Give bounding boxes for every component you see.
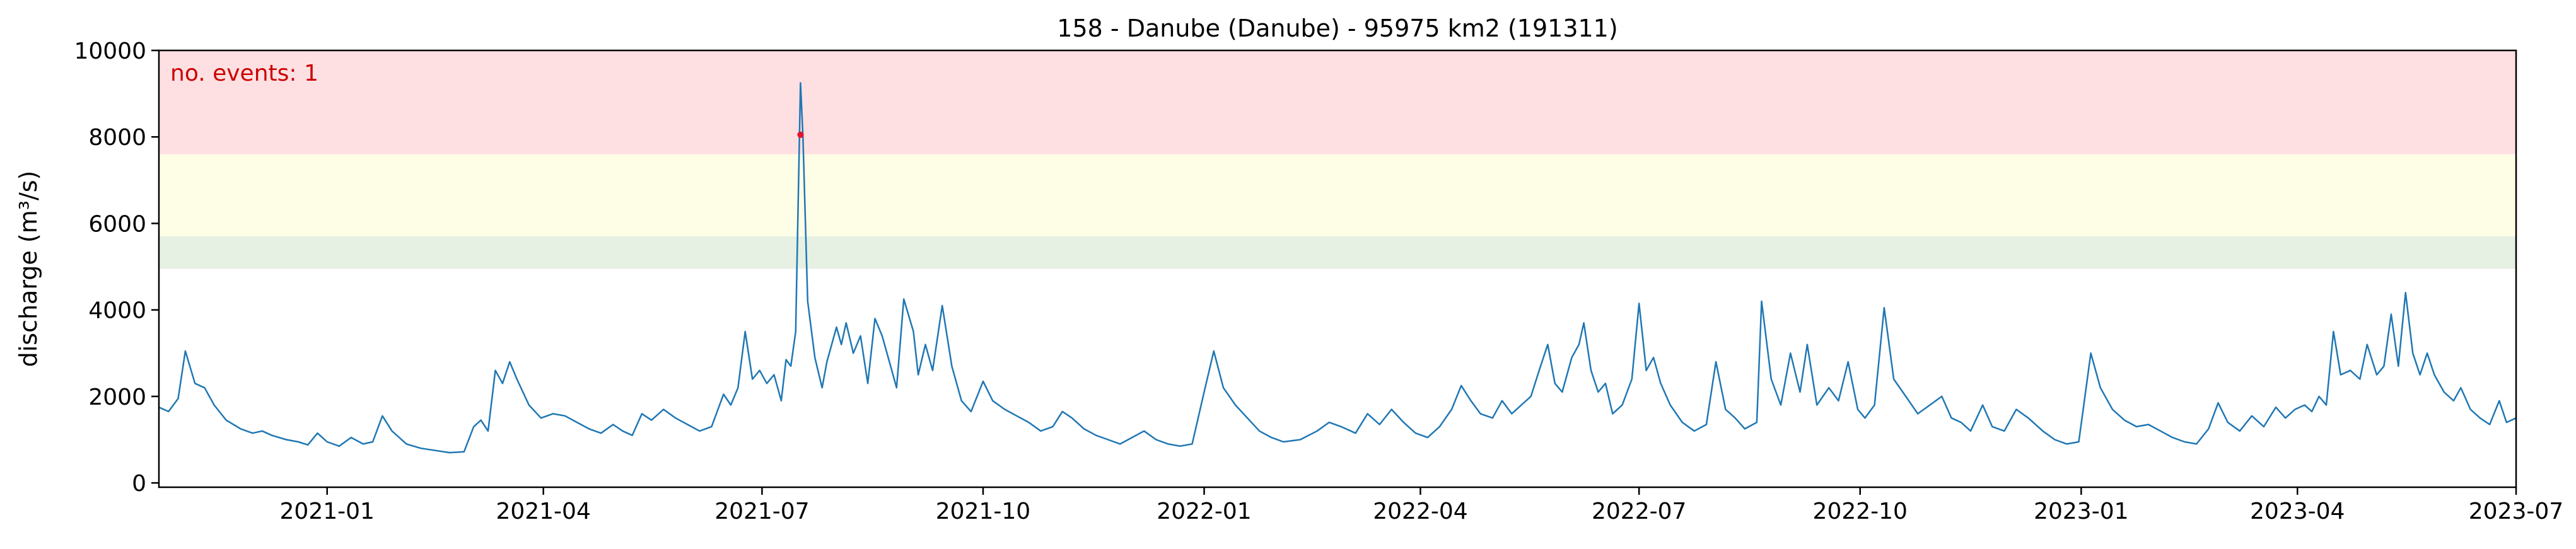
- event-markers: [797, 131, 804, 138]
- x-tick-label-8: 2023-01: [2034, 499, 2128, 524]
- threshold-bands: [159, 50, 2516, 269]
- series-group: [158, 82, 2517, 454]
- event-count-annotation: no. events: 1: [170, 61, 318, 86]
- chart-title: 158 - Danube (Danube) - 95975 km2 (19131…: [1057, 14, 1617, 42]
- y-tick-label-5: 10000: [74, 38, 146, 64]
- y-tick-label-4: 8000: [88, 125, 146, 151]
- y-tick-label-2: 4000: [88, 298, 146, 324]
- x-tick-label-5: 2022-04: [1373, 499, 1467, 524]
- y-axis-label: discharge (m³/s): [15, 171, 42, 367]
- x-tick-label-10: 2023-07: [2469, 499, 2563, 524]
- y-axis: 0 2000 4000 6000 8000 10000: [74, 38, 159, 497]
- x-axis: 2021-01 2021-04 2021-07 2021-10 2022-01 2022-…: [280, 487, 2563, 524]
- x-tick-label-4: 2022-01: [1157, 499, 1251, 524]
- y-tick-label-0: 0: [132, 471, 146, 497]
- x-tick-label-9: 2023-04: [2250, 499, 2345, 524]
- x-tick-label-1: 2021-04: [496, 499, 590, 524]
- y-tick-label-1: 2000: [88, 384, 146, 410]
- x-tick-label-2: 2021-07: [714, 499, 809, 524]
- event-point-0: [797, 131, 804, 138]
- threshold-band-0: [159, 236, 2516, 269]
- x-tick-label-3: 2021-10: [936, 499, 1030, 524]
- x-tick-label-0: 2021-01: [280, 499, 375, 524]
- y-tick-label-3: 6000: [88, 211, 146, 237]
- threshold-band-1: [159, 154, 2516, 237]
- x-tick-label-6: 2022-07: [1592, 499, 1686, 524]
- series-line-0: [158, 82, 2517, 454]
- plot-frame: [158, 49, 2517, 488]
- x-tick-label-7: 2022-10: [1813, 499, 1908, 524]
- threshold-band-2: [159, 50, 2516, 154]
